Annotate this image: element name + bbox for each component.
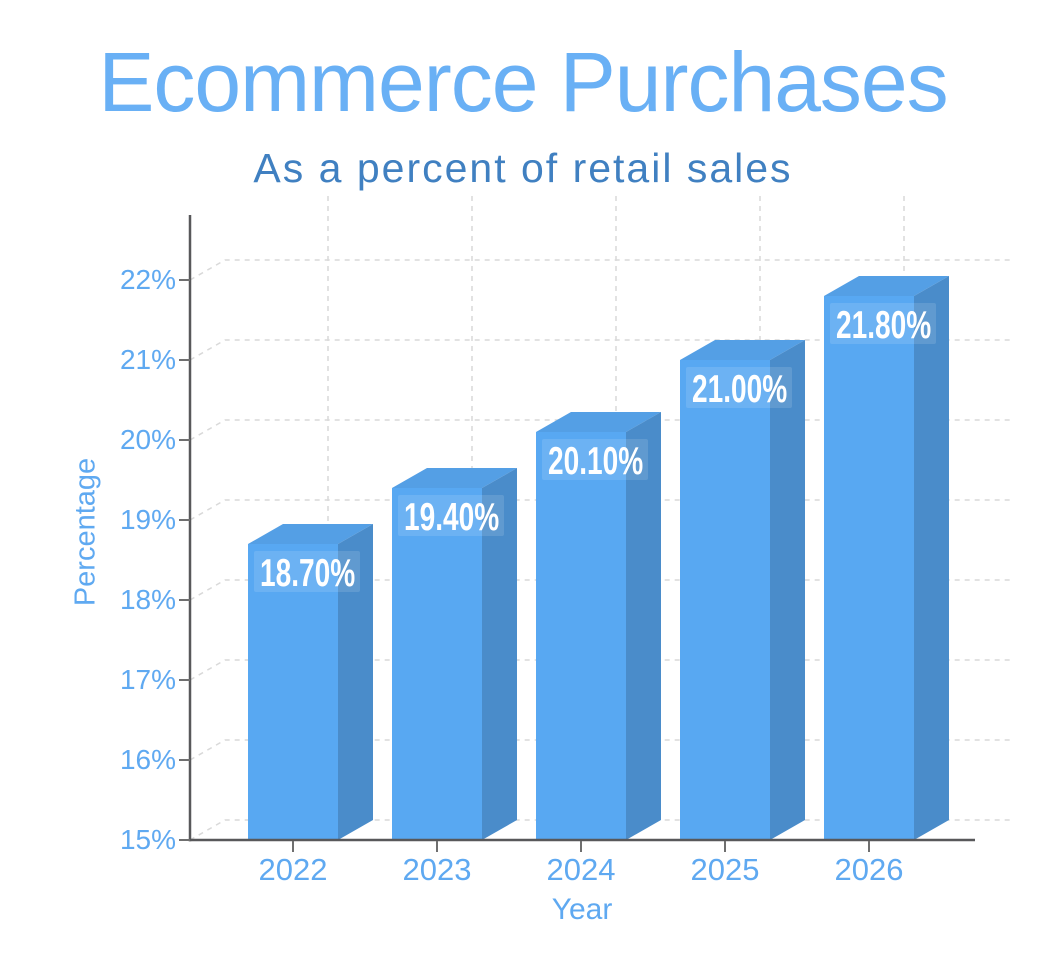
bar-top-face [680,340,805,360]
y-tick-label: 21% [120,344,176,375]
bar-top-face [536,412,661,432]
x-tick-label: 2024 [547,852,616,887]
bar-value-label-bg [254,551,360,592]
y-axis-title: Percentage [69,457,102,607]
y-tick-label: 17% [120,664,176,695]
bar-side-face [626,412,661,840]
x-tick-label: 2023 [403,852,472,887]
bar-front-face [392,488,482,840]
bar-side-face [770,340,805,840]
x-axis-title: Year [551,893,613,926]
y-tick-label: 20% [120,424,176,455]
bar-front-face [824,296,914,840]
bar-front-face [248,544,338,840]
bar-side-face [482,468,517,840]
chart-title: Ecommerce Purchases [98,35,948,129]
x-tick-label: 2025 [691,852,760,887]
bar-side-face [914,276,949,840]
bar-value-label: 19.40% [404,496,499,540]
bar-front-face [680,360,770,840]
bar-top-face [392,468,517,488]
horizontal-grid-line [189,259,1010,281]
bar-value-label: 21.00% [692,368,787,412]
bar-side-face [338,524,373,840]
bar-top-face [248,524,373,544]
bar-value-label-bg [686,367,792,408]
x-tick-label: 2026 [835,852,904,887]
y-tick-label: 19% [120,504,176,535]
y-tick-label: 18% [120,584,176,615]
bar-value-label: 18.70% [260,552,355,596]
y-tick-label: 22% [120,264,176,295]
bar-value-label-bg [830,303,936,344]
chart-subtitle: As a percent of retail sales [253,145,793,191]
x-tick-label: 2022 [259,852,328,887]
bar-value-label-bg [398,495,504,536]
bar-top-face [824,276,949,296]
bar-front-face [536,432,626,840]
bar-value-label: 21.80% [836,304,931,348]
bar-value-label: 20.10% [548,440,643,484]
bar-value-label-bg [542,439,648,480]
y-tick-label: 16% [120,744,176,775]
y-tick-label: 15% [120,824,176,855]
